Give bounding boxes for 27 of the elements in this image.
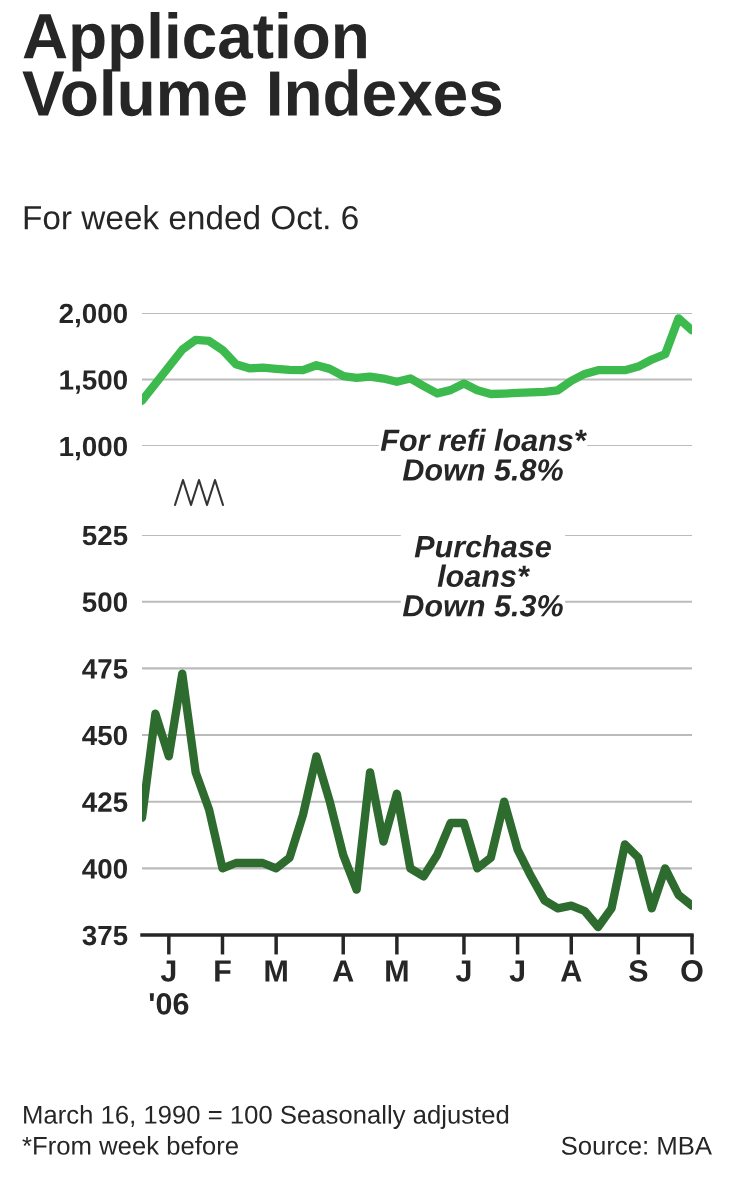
- x-tick-label: M: [265, 960, 287, 982]
- x-tick-label: J '06: [149, 960, 189, 1015]
- y-tick-label: 2,000: [59, 303, 127, 328]
- y-tick-label: 375: [82, 925, 128, 946]
- chart-subtitle: For week ended Oct. 6: [24, 205, 358, 230]
- y-tick-label: 425: [82, 792, 128, 813]
- y-tick-label: 1,000: [60, 436, 127, 461]
- series-label: For refi loans* Down 5.8%: [380, 428, 587, 481]
- x-tick-label: S: [629, 960, 648, 982]
- text: *From week before: [22, 1136, 238, 1155]
- source-note: Source: MBA: [561, 1136, 712, 1155]
- y-tick-label: 525: [82, 525, 128, 546]
- y-tick-label: 500: [82, 592, 127, 613]
- text: Purchase loans* Down 5.3%: [402, 535, 563, 617]
- x-tick-label: J: [509, 960, 525, 982]
- x-tick-label: A: [560, 960, 582, 982]
- x-tick-label: O: [681, 960, 703, 982]
- y-tick-label: 1,500: [60, 370, 127, 394]
- x-tick-label: J: [455, 960, 471, 982]
- y-tick-label: 475: [82, 659, 128, 679]
- chart-title: Application Volume Indexes: [22, 12, 502, 117]
- x-tick-label: F: [215, 960, 231, 982]
- y-tick-label: 400: [82, 859, 127, 879]
- x-tick-label: M: [386, 960, 408, 982]
- text: March 16, 1990 = 100 Seasonally adjusted: [24, 1105, 509, 1129]
- y-tick-label: 450: [82, 725, 127, 746]
- x-tick-label: A: [332, 960, 354, 982]
